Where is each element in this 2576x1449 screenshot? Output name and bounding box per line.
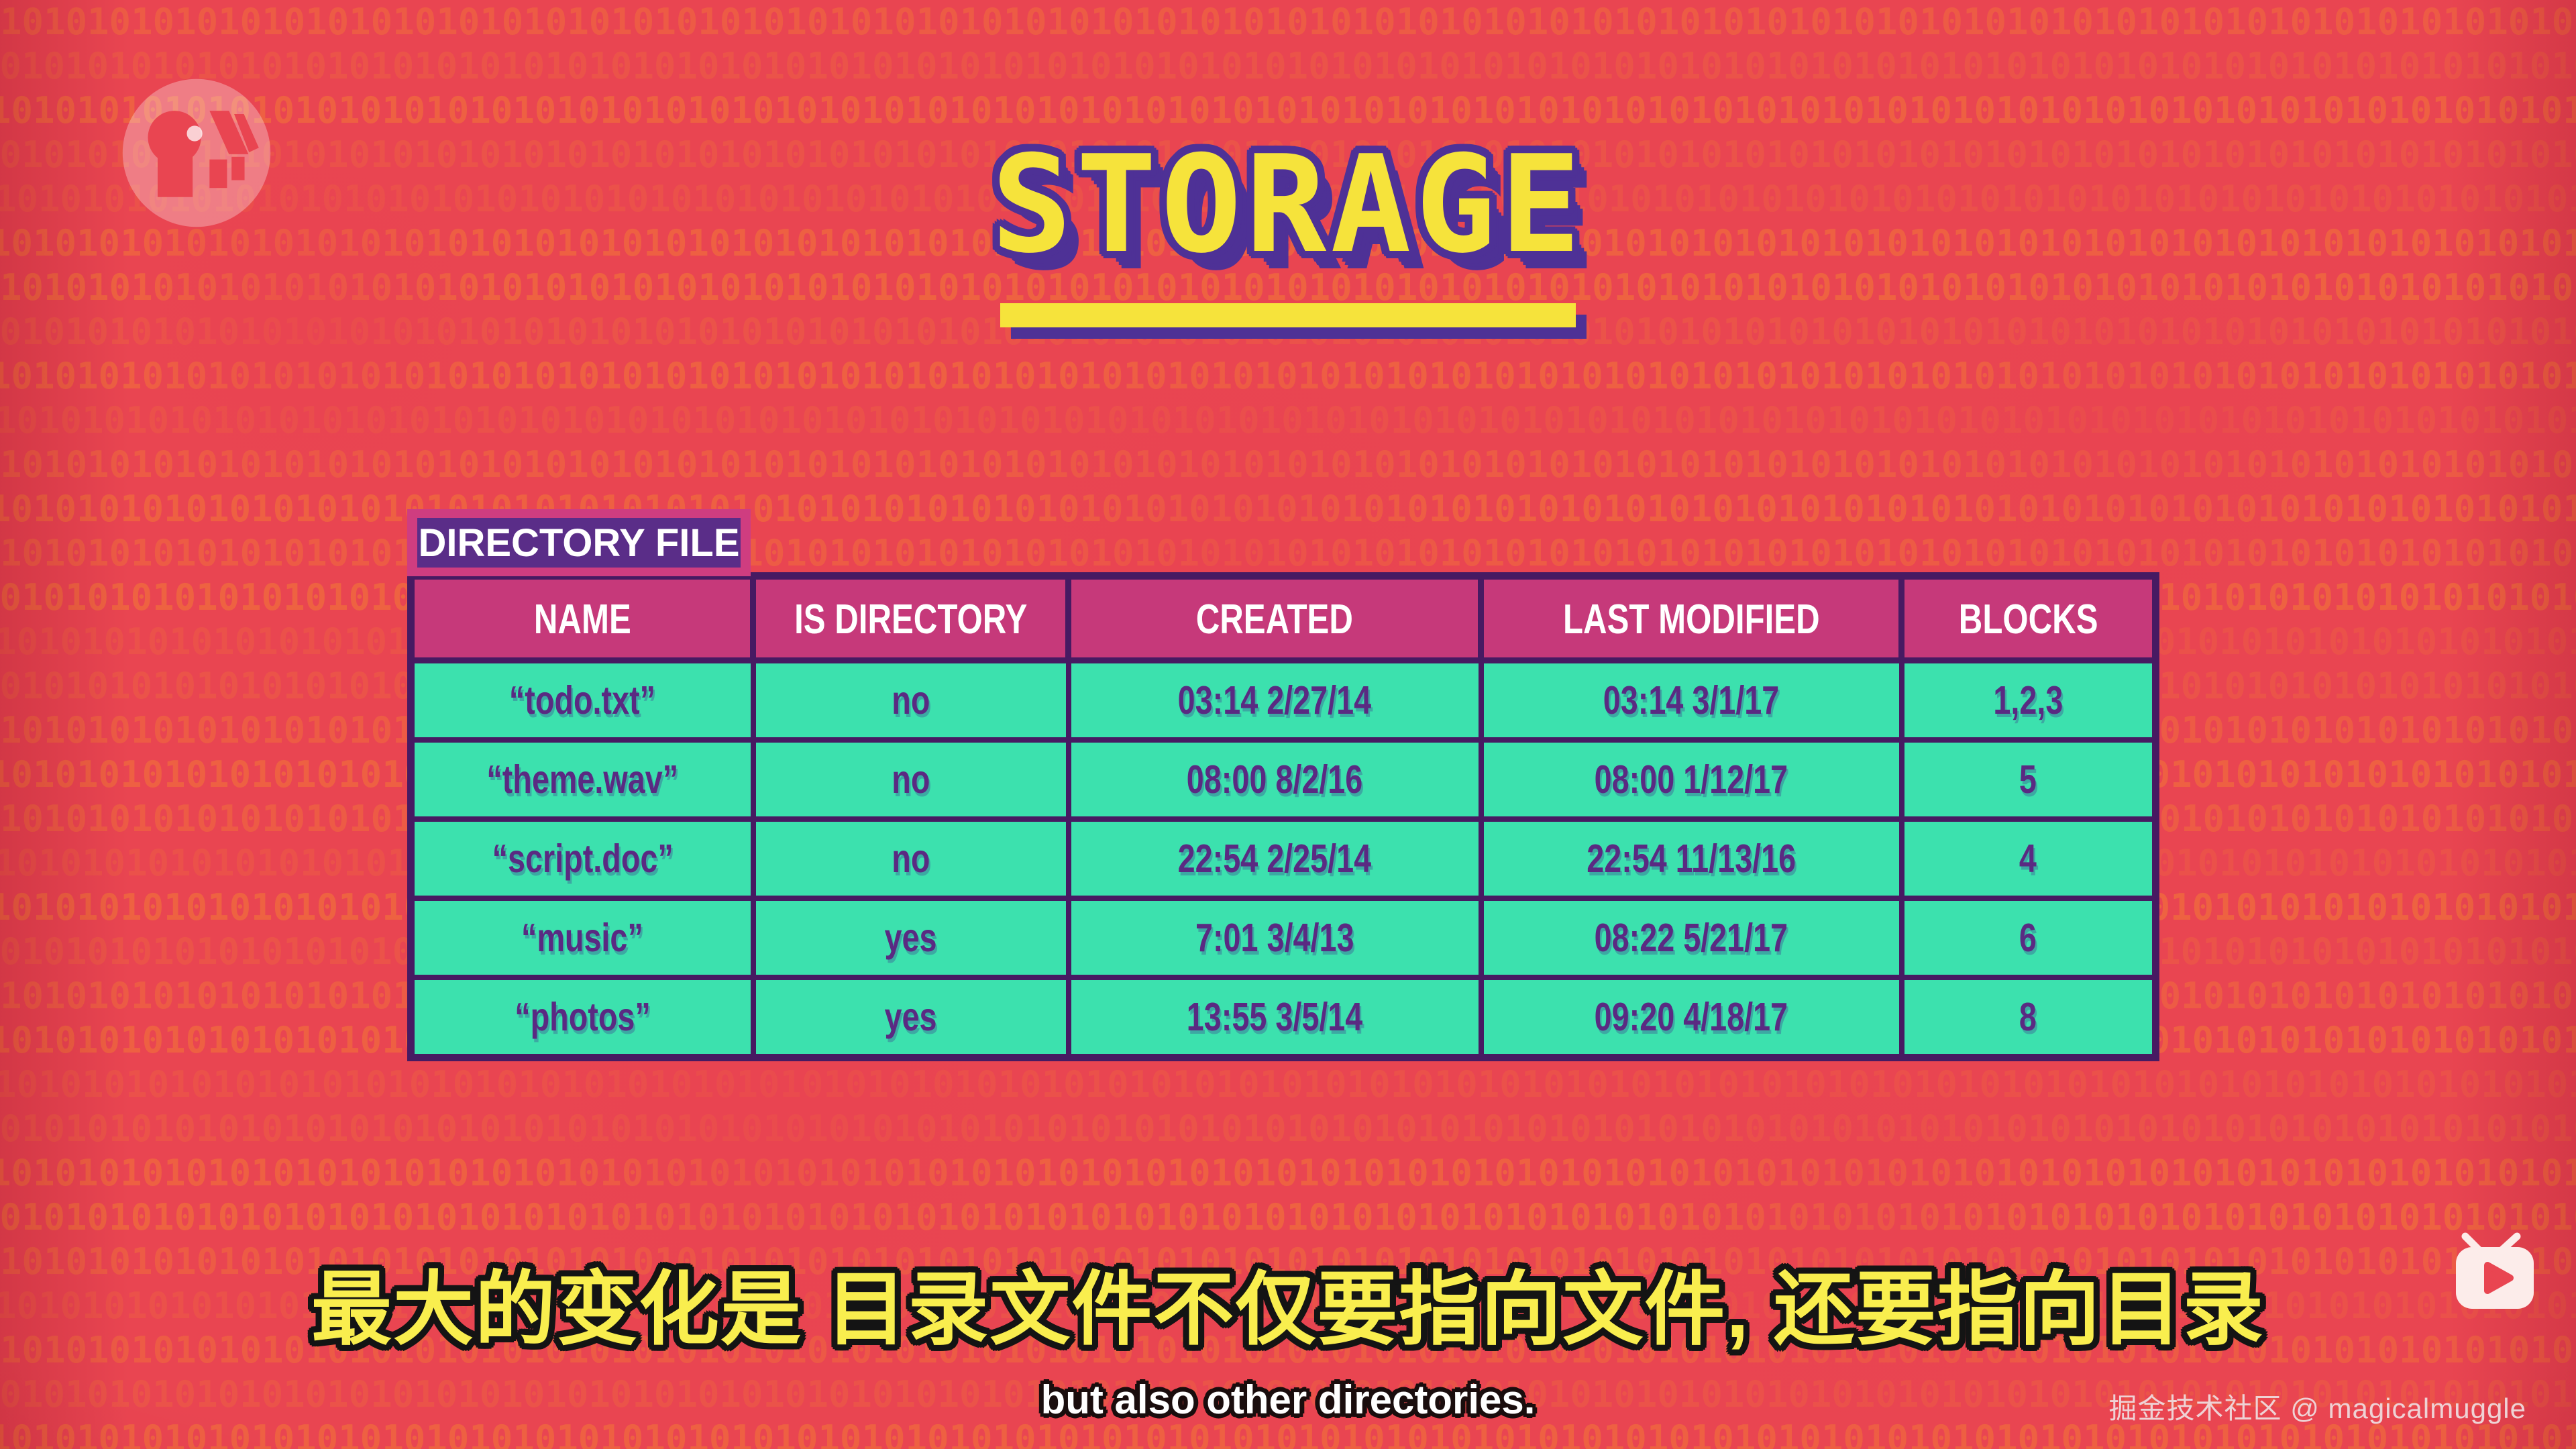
page-title: STORAGE (991, 127, 1585, 283)
cell-blocks: 8 (1898, 975, 2159, 1061)
directory-file-label: DIRECTORY FILE (417, 518, 741, 568)
title-banner: STORAGE (0, 131, 2576, 279)
table-row: “photos” yes 13:55 3/5/14 09:20 4/18/17 … (408, 975, 2159, 1061)
cell-blocks: 4 (1898, 816, 2159, 901)
column-header-is-directory: IS DIRECTORY (750, 573, 1071, 663)
title-underline (1000, 303, 1576, 327)
cell-created: 7:01 3/4/13 (1065, 896, 1484, 980)
directory-table: NAME IS DIRECTORY CREATED LAST MODIFIED … (407, 572, 2159, 1061)
cell-is-directory: no (750, 816, 1071, 901)
subtitle-chinese: 最大的变化是 目录文件不仅要指向文件, 还要指向目录 (311, 1265, 2265, 1354)
cell-name: “theme.wav” (408, 737, 756, 822)
column-header-last-modified: LAST MODIFIED (1478, 573, 1904, 663)
table-row: “todo.txt” no 03:14 2/27/14 03:14 3/1/17… (408, 657, 2159, 743)
table-header-row: NAME IS DIRECTORY CREATED LAST MODIFIED … (408, 573, 2159, 663)
table-row: “theme.wav” no 08:00 8/2/16 08:00 1/12/1… (408, 737, 2159, 822)
cell-name: “todo.txt” (408, 657, 756, 743)
table-row: “music” yes 7:01 3/4/13 08:22 5/21/17 6 (408, 896, 2159, 980)
cell-is-directory: yes (750, 896, 1071, 980)
cell-last-modified: 03:14 3/1/17 (1478, 657, 1904, 743)
cell-created: 08:00 8/2/16 (1065, 737, 1484, 822)
cell-created: 22:54 2/25/14 (1065, 816, 1484, 901)
cell-created: 13:55 3/5/14 (1065, 975, 1484, 1061)
cell-last-modified: 09:20 4/18/17 (1478, 975, 1904, 1061)
column-header-created: CREATED (1065, 573, 1484, 663)
cell-created: 03:14 2/27/14 (1065, 657, 1484, 743)
tv-play-icon (2456, 1232, 2534, 1309)
column-header-blocks: BLOCKS (1898, 573, 2159, 663)
cell-last-modified: 22:54 11/13/16 (1478, 816, 1904, 901)
cell-blocks: 1,2,3 (1898, 657, 2159, 743)
cell-is-directory: yes (750, 975, 1071, 1061)
cell-name: “photos” (408, 975, 756, 1061)
cell-is-directory: no (750, 657, 1071, 743)
subtitle-english: but also other directories. (1040, 1377, 1536, 1422)
cell-blocks: 5 (1898, 737, 2159, 822)
cell-is-directory: no (750, 737, 1071, 822)
cell-blocks: 6 (1898, 896, 2159, 980)
pbs-logo (122, 78, 271, 227)
cell-last-modified: 08:00 1/12/17 (1478, 737, 1904, 822)
table-row: “script.doc” no 22:54 2/25/14 22:54 11/1… (408, 816, 2159, 901)
cell-name: “script.doc” (408, 816, 756, 901)
cell-name: “music” (408, 896, 756, 980)
column-header-name: NAME (408, 573, 756, 663)
cell-last-modified: 08:22 5/21/17 (1478, 896, 1904, 980)
watermark-credit: 掘金技术社区 @ magicalmuggle (2108, 1393, 2526, 1424)
directory-file-tab: DIRECTORY FILE (407, 509, 751, 576)
